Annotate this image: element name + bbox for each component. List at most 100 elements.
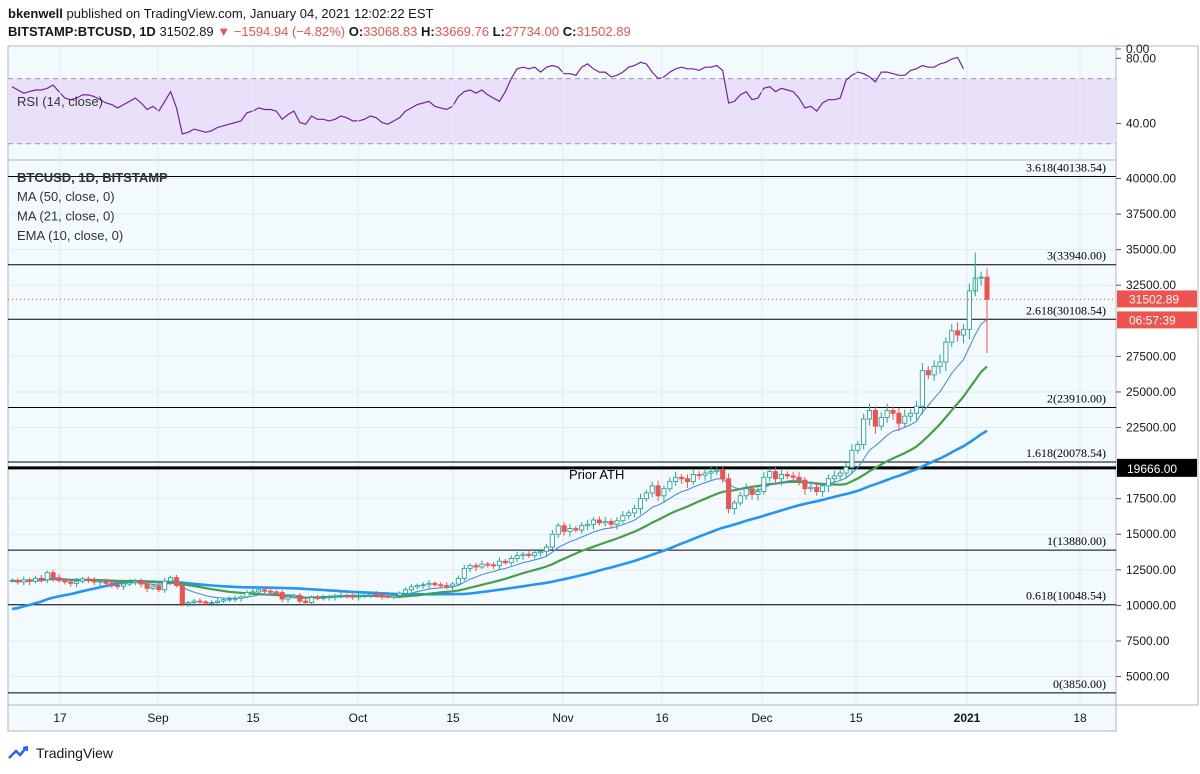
time-axis-label: 15 — [849, 711, 863, 725]
candle-body — [273, 591, 279, 594]
candle-body — [538, 550, 544, 554]
candle-body — [943, 341, 949, 363]
candle-body — [602, 520, 608, 524]
publish-info: published on TradingView.com, January 04… — [66, 6, 434, 21]
candle-body — [778, 474, 784, 480]
candle-body — [15, 580, 21, 583]
candle-body — [913, 405, 920, 414]
candle-body — [696, 474, 702, 476]
countdown-box — [1117, 311, 1197, 329]
candle-body — [743, 488, 749, 497]
price-pane[interactable] — [7, 159, 1117, 706]
close-value: 31502.89 — [576, 24, 631, 39]
candle-body — [467, 565, 473, 569]
candle-body — [179, 585, 185, 605]
prior-ath-price-box — [1117, 458, 1197, 477]
candle-body — [197, 600, 203, 603]
candle-body — [432, 582, 438, 586]
fib-level-label: 0(3850.00) — [1053, 677, 1106, 691]
candle-body — [444, 585, 450, 587]
candle-body — [256, 589, 262, 593]
candle-body — [655, 485, 661, 497]
candle-body — [291, 594, 297, 598]
candle-body — [561, 525, 567, 532]
candle-body — [414, 585, 420, 588]
candle-body — [596, 519, 602, 524]
candle-body — [244, 592, 250, 598]
price-axis-label: 35000.00 — [1126, 243, 1176, 257]
price-axis[interactable] — [1115, 45, 1199, 706]
candle-body — [162, 580, 168, 591]
price-axis-label: 5000.00 — [1126, 670, 1170, 684]
time-axis-label: Oct — [349, 711, 368, 725]
candle-body — [191, 600, 197, 603]
candle-body — [520, 553, 526, 557]
candle-body — [238, 596, 244, 599]
candle-body — [85, 578, 91, 581]
candle-body — [749, 488, 755, 495]
candle-body — [32, 577, 39, 582]
candle-body — [367, 593, 373, 596]
ohlc-line: BITSTAMP:BTCUSD, 1D 31502.89 ▼ −1594.94 … — [8, 24, 631, 39]
prior-ath-label: Prior ATH — [569, 467, 624, 482]
brand-name: TradingView — [36, 745, 114, 761]
candle-body — [526, 553, 532, 557]
price-axis-label: 27500.00 — [1126, 349, 1176, 363]
price-axis-label: 37500.00 — [1126, 207, 1176, 221]
time-axis[interactable] — [7, 704, 1117, 732]
candle-body — [232, 597, 238, 600]
candle-body — [455, 577, 461, 585]
candle-body — [726, 478, 732, 510]
time-axis-label: Sep — [147, 711, 169, 725]
prior-ath-price-label: 19666.00 — [1127, 462, 1177, 476]
candle-body — [420, 584, 426, 587]
candle-body — [203, 601, 209, 604]
rsi-axis-label: 0.00 — [1126, 42, 1150, 56]
candle-body — [937, 361, 943, 367]
low-label: L: — [492, 24, 505, 39]
candle-body — [502, 560, 508, 564]
countdown-label: 06:57:39 — [1129, 313, 1176, 327]
candle-body — [679, 476, 685, 480]
low-value: 27734.00 — [504, 24, 560, 39]
candle-body — [267, 590, 273, 593]
candle-body — [960, 328, 967, 336]
candle-body — [496, 560, 503, 566]
candle-body — [68, 581, 74, 584]
candle-body — [931, 365, 937, 376]
candle-body — [978, 276, 984, 279]
candle-body — [714, 469, 720, 473]
candle-body — [326, 596, 332, 599]
candle-body — [667, 481, 673, 490]
candle-body — [426, 582, 432, 586]
candle-body — [115, 585, 121, 587]
time-axis-label: 2021 — [954, 711, 981, 725]
candle-body — [632, 508, 638, 514]
rsi-axis-label: 40.00 — [1126, 116, 1156, 130]
author-name[interactable]: bkenwell — [8, 6, 63, 21]
candle-body — [702, 472, 708, 476]
last-price-box — [1117, 290, 1197, 308]
candle-body — [731, 502, 737, 510]
candle-body — [438, 584, 444, 587]
candle-body — [808, 486, 814, 490]
candle-body — [549, 533, 555, 548]
publish-line: bkenwell published on TradingView.com, J… — [8, 6, 433, 21]
candle-body — [285, 596, 291, 600]
candle-body — [79, 578, 86, 582]
candle-body — [802, 479, 808, 490]
close-label: C: — [562, 24, 577, 39]
candle-body — [56, 577, 62, 581]
tradingview-brand[interactable]: TradingView — [8, 744, 113, 762]
candle-body — [109, 582, 115, 586]
candle-body — [919, 370, 925, 407]
candle-body — [279, 592, 285, 600]
high-value: 33669.76 — [434, 24, 489, 39]
time-axis-label: 16 — [655, 711, 669, 725]
price-change: ▼ −1594.94 (−4.82%) — [217, 24, 346, 39]
candle-body — [144, 583, 150, 589]
candle-body — [819, 485, 826, 493]
fib-level-label: 1.618(20078.54) — [1026, 446, 1106, 460]
price-axis-label: 25000.00 — [1126, 385, 1176, 399]
